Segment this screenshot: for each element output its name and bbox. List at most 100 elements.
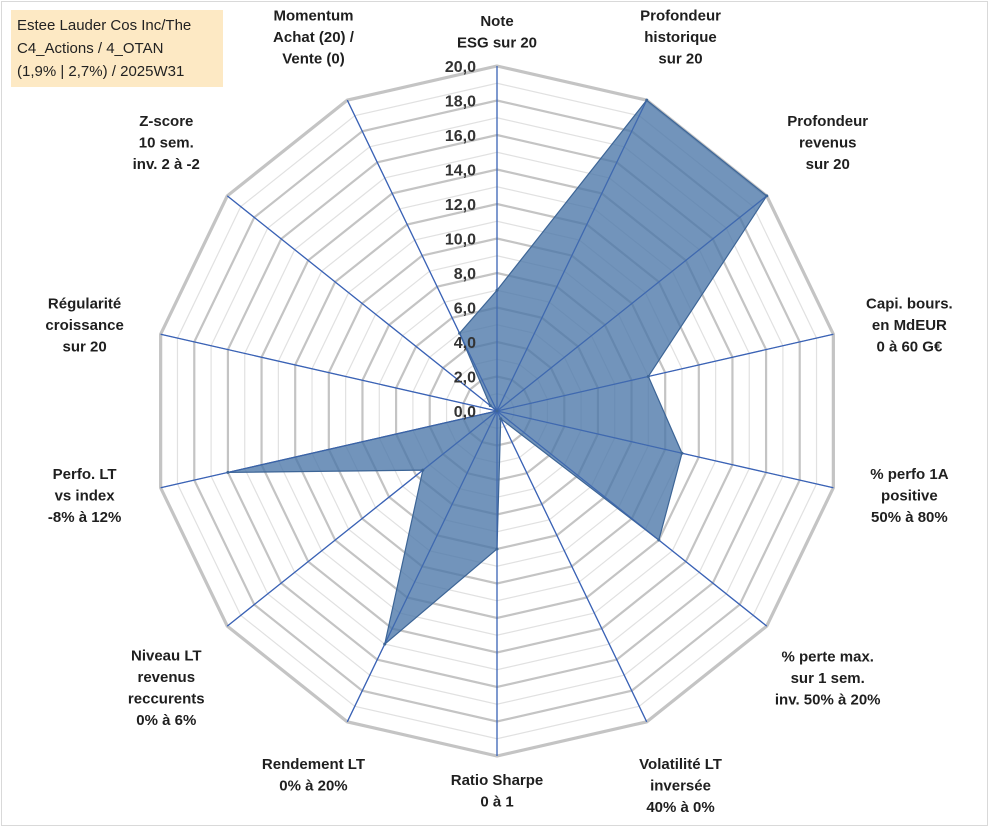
axis-label-13-line-3: inv. 2 à -2 <box>133 156 200 173</box>
axis-labels: Note ESG sur 20 Profondeur historique sur 20… <box>45 7 952 816</box>
data-point-6 <box>657 538 661 542</box>
axis-label-8: Ratio Sharpe 0 à 1 <box>451 772 544 811</box>
tick-label-9: 18,0 <box>445 94 476 111</box>
axis-label-3: Profondeur revenus sur 20 <box>787 113 868 173</box>
axis-label-3-line-1: Profondeur <box>787 113 868 130</box>
axis-label-12: Régularité croissance sur 20 <box>45 296 123 356</box>
axis-label-7: Volatilité LT inversée 40% à 0% <box>639 756 722 816</box>
axis-label-10-line-1: Niveau LT <box>131 647 202 664</box>
tick-label-1: 2,0 <box>454 370 476 387</box>
tick-label-10: 20,0 <box>445 59 476 76</box>
axis-label-13-line-1: Z-score <box>139 113 193 130</box>
data-point-7 <box>499 417 503 421</box>
axis-label-2: Profondeur historique sur 20 <box>640 7 721 67</box>
axis-label-10-line-4: 0% à 6% <box>136 712 196 729</box>
axis-label-11-line-2: vs index <box>55 487 116 504</box>
axis-label-4-line-3: 0 à 60 G€ <box>876 339 943 356</box>
axis-label-11-line-1: Perfo. LT <box>53 466 117 483</box>
axis-label-1-line-1: Note <box>480 13 513 30</box>
axis-label-3-line-2: revenus <box>799 134 857 151</box>
axis-label-4: Capi. bours. en MdEUR 0 à 60 G€ <box>866 296 953 356</box>
axis-label-7-line-3: 40% à 0% <box>646 799 714 816</box>
axis-label-5-line-2: positive <box>881 487 938 504</box>
axis-label-5: % perfo 1A positive 50% à 80% <box>870 466 949 526</box>
series-area <box>160 66 834 756</box>
data-point-5 <box>680 451 684 455</box>
data-point-11 <box>226 470 230 474</box>
axis-label-6: % perte max. sur 1 sem. inv. 50% à 20% <box>775 649 881 709</box>
axis-label-13: Z-score 10 sem. inv. 2 à -2 <box>133 113 200 173</box>
axis-spoke-overlay-10 <box>226 410 498 627</box>
title-line-1: Estee Lauder Cos Inc/The <box>17 17 192 34</box>
tick-label-2: 4,0 <box>454 335 476 352</box>
data-point-14 <box>458 331 462 335</box>
axis-spoke-overlay-3 <box>496 195 768 412</box>
axis-label-4-line-2: en MdEUR <box>872 317 947 334</box>
data-point-13 <box>488 404 492 408</box>
data-point-3 <box>765 194 769 198</box>
axis-label-2-line-2: historique <box>644 29 717 46</box>
data-point-4 <box>646 374 650 378</box>
axis-spoke-overlay-11 <box>160 410 498 489</box>
axis-spoke-overlay-7 <box>496 410 648 723</box>
axis-label-6-line-1: % perte max. <box>781 649 874 666</box>
chart-title-box: Estee Lauder Cos Inc/The C4_Actions / 4_… <box>11 10 223 87</box>
axis-label-12-line-1: Régularité <box>48 296 121 313</box>
axis-label-9-line-2: 0% à 20% <box>279 778 347 795</box>
axis-label-9-line-1: Rendement LT <box>262 756 365 773</box>
axis-spoke-overlay-4 <box>496 333 834 412</box>
tick-label-5: 10,0 <box>445 232 476 249</box>
axis-label-8-line-1: Ratio Sharpe <box>451 772 544 789</box>
axis-label-14-line-1: Momentum <box>273 7 353 24</box>
axis-spoke-overlay-9 <box>346 410 498 723</box>
data-point-12 <box>495 409 499 413</box>
axis-label-2-line-1: Profondeur <box>640 7 721 24</box>
axis-label-6-line-2: sur 1 sem. <box>791 670 865 687</box>
axis-label-1-line-2: ESG sur 20 <box>457 35 537 52</box>
axis-label-5-line-3: 50% à 80% <box>871 509 948 526</box>
axis-spoke-overlay-5 <box>496 410 834 489</box>
axis-label-14-line-3: Vente (0) <box>282 50 345 67</box>
axis-spoke-overlay-6 <box>496 410 768 627</box>
tick-label-7: 14,0 <box>445 163 476 180</box>
axis-label-10: Niveau LT revenus reccurents 0% à 6% <box>128 647 205 729</box>
axis-spoke-overlay-14 <box>346 99 498 412</box>
axis-label-14-line-2: Achat (20) / <box>273 29 355 46</box>
title-line-3: (1,9% | 2,7%) / 2025W31 <box>17 63 185 80</box>
axis-label-2-line-3: sur 20 <box>658 50 702 67</box>
data-point-9 <box>383 642 387 646</box>
tick-label-4: 8,0 <box>454 266 476 283</box>
axis-spoke-overlay-2 <box>496 99 648 412</box>
axis-label-6-line-3: inv. 50% à 20% <box>775 692 881 709</box>
axis-label-10-line-3: reccurents <box>128 690 205 707</box>
tick-label-6: 12,0 <box>445 197 476 214</box>
tick-label-3: 6,0 <box>454 301 476 318</box>
axis-label-1: Note ESG sur 20 <box>457 13 537 52</box>
axis-label-5-line-1: % perfo 1A <box>870 466 949 483</box>
data-point-1 <box>495 288 499 292</box>
tick-labels: 0,0 2,0 4,0 6,0 8,0 10,0 12,0 14,0 16,0 18,0 20,0 <box>445 59 476 421</box>
axis-label-4-line-1: Capi. bours. <box>866 296 953 313</box>
axis-spoke-overlay-13 <box>226 195 498 412</box>
axis-label-11: Perfo. LT vs index -8% à 12% <box>48 466 121 526</box>
axis-label-3-line-3: sur 20 <box>806 156 850 173</box>
tick-label-8: 16,0 <box>445 128 476 145</box>
axis-spoke-overlay-12 <box>160 333 498 412</box>
axis-label-14: Momentum Achat (20) / Vente (0) <box>273 7 355 67</box>
axis-label-7-line-1: Volatilité LT <box>639 756 722 773</box>
axis-label-7-line-2: inversée <box>650 778 711 795</box>
axis-label-8-line-2: 0 à 1 <box>480 794 513 811</box>
axis-label-9: Rendement LT 0% à 20% <box>262 756 365 795</box>
axis-label-12-line-2: croissance <box>45 317 123 334</box>
data-point-10 <box>421 468 425 472</box>
data-point-2 <box>645 98 649 102</box>
title-line-2: C4_Actions / 4_OTAN <box>17 40 164 57</box>
axis-label-13-line-2: 10 sem. <box>139 134 194 151</box>
axis-label-10-line-2: revenus <box>138 669 196 686</box>
data-point-8 <box>495 547 499 551</box>
axis-label-11-line-3: -8% à 12% <box>48 509 121 526</box>
tick-label-0: 0,0 <box>454 404 476 421</box>
axis-label-12-line-3: sur 20 <box>63 339 107 356</box>
